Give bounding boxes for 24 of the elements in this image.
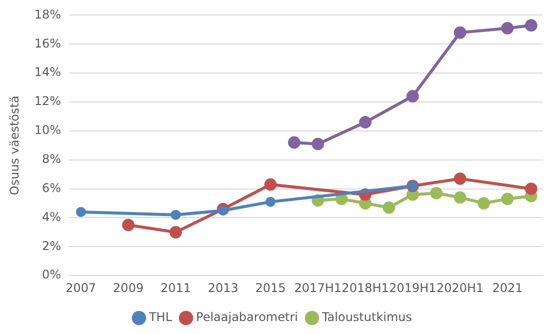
y-tick-label: 0% <box>42 268 62 282</box>
y-tick-label: 16% <box>34 36 62 50</box>
y-axis-title: Osuus väestöstä <box>7 96 22 196</box>
x-tick-label: 2018H1 <box>342 280 389 295</box>
x-tick-label: 2021 <box>492 280 523 295</box>
legend-label: Taloustutkimus <box>320 310 412 324</box>
legend-label: Pelaajabarometri <box>196 310 298 324</box>
x-tick-label: 2017H1 <box>294 280 342 295</box>
y-tick-label: 14% <box>34 65 62 80</box>
x-tick-label: 2020H1 <box>436 280 484 295</box>
legend-label: THL <box>148 310 172 324</box>
x-tick-label: 2011 <box>160 280 191 295</box>
x-tick-label: 2013 <box>208 280 238 295</box>
x-tick-label: 2015 <box>255 280 286 295</box>
x-tick-label: 2019H1 <box>389 280 436 295</box>
y-tick-label: 8% <box>42 152 62 166</box>
y-tick-label: 2% <box>42 238 62 253</box>
x-tick-label: 2009 <box>113 280 144 295</box>
y-tick-label: 10% <box>34 123 62 138</box>
y-tick-label: 6% <box>42 180 62 195</box>
x-tick-label: 2007 <box>66 280 96 295</box>
y-tick-label: 4% <box>42 210 62 224</box>
y-tick-label: 12% <box>34 94 62 108</box>
y-tick-label: 18% <box>34 7 62 22</box>
